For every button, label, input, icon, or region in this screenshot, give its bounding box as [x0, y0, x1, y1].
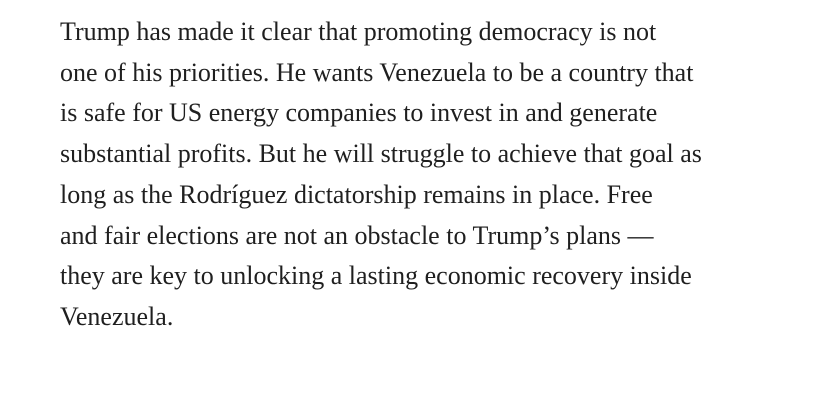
text-line: and fair elections are not an obstacle t… — [60, 220, 654, 250]
text-line: Venezuela. — [60, 301, 174, 331]
text-line: long as the Rodríguez dictatorship remai… — [60, 179, 653, 209]
text-line: substantial profits. But he will struggl… — [60, 139, 702, 169]
text-line: they are key to unlocking a lasting econ… — [60, 261, 692, 291]
article-paragraph: Trump has made it clear that promoting d… — [60, 12, 702, 338]
text-line: Trump has made it clear that promoting d… — [60, 17, 657, 46]
text-line: one of his priorities. He wants Venezuel… — [60, 57, 694, 87]
text-line: is safe for US energy companies to inves… — [60, 98, 658, 128]
